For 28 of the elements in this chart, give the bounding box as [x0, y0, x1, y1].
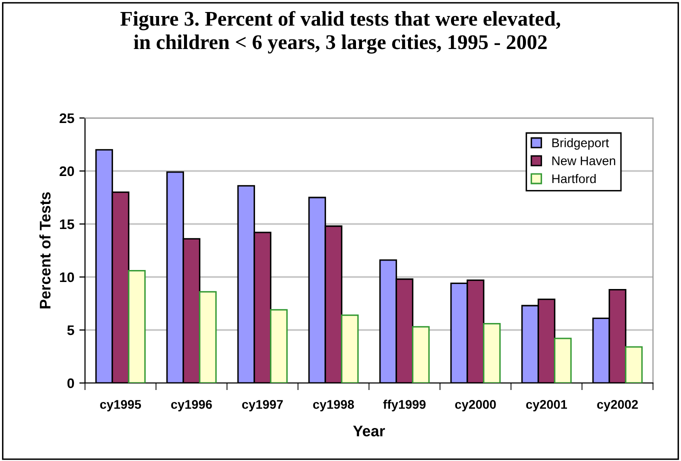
- y-tick-label: 20: [60, 166, 74, 176]
- x-tick-label: cy2002: [597, 400, 638, 412]
- bar: [624, 346, 643, 383]
- x-tick-label: cy1996: [171, 400, 212, 412]
- y-tick-label: 15: [60, 219, 74, 230]
- x-tick-label: cy2000: [455, 400, 496, 412]
- y-tick-label: 0: [67, 378, 74, 388]
- bar: [128, 270, 146, 383]
- legend-label: New Haven: [552, 156, 616, 166]
- bar: [412, 326, 430, 383]
- y-tick-label: 25: [60, 113, 74, 124]
- chart-title: Figure 3. Percent of valid tests that were elevated, in children < 6 years, 3 large cities, 1995 - 2002: [120, 10, 560, 54]
- bar: [340, 314, 359, 383]
- bar: [198, 291, 217, 383]
- x-tick-label: ffy1999: [383, 400, 426, 412]
- legend-label: Hartford: [552, 174, 596, 184]
- x-tick-label: cy1998: [313, 400, 354, 412]
- bar: [270, 309, 288, 383]
- y-axis-title: Percent of Tests: [39, 192, 51, 308]
- y-tick-label: 5: [67, 325, 74, 336]
- legend-label: Bridgeport: [552, 138, 609, 150]
- bar: [554, 338, 572, 383]
- x-tick-label: cy1995: [100, 400, 142, 412]
- bar: [482, 322, 501, 383]
- x-tick-label: cy1997: [242, 400, 283, 412]
- x-axis-title: Year: [353, 426, 385, 436]
- y-tick-label: 10: [60, 272, 74, 282]
- x-tick-label: cy2001: [526, 400, 568, 412]
